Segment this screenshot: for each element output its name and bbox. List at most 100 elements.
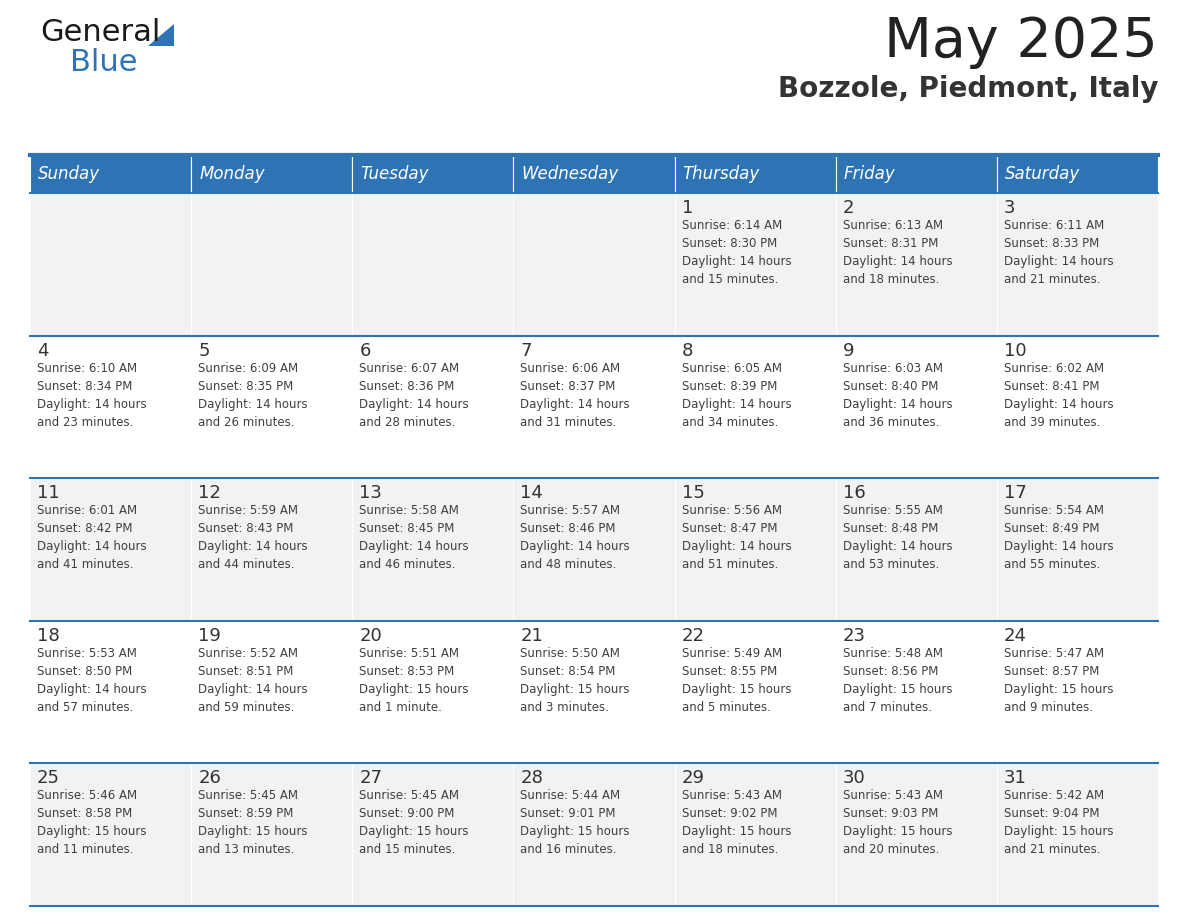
Text: Sunrise: 6:09 AM
Sunset: 8:35 PM
Daylight: 14 hours
and 26 minutes.: Sunrise: 6:09 AM Sunset: 8:35 PM Dayligh… bbox=[198, 362, 308, 429]
Bar bbox=[997, 193, 1158, 336]
Bar bbox=[835, 193, 997, 336]
Bar bbox=[30, 478, 191, 621]
Bar bbox=[675, 478, 835, 621]
Text: Sunrise: 5:57 AM
Sunset: 8:46 PM
Daylight: 14 hours
and 48 minutes.: Sunrise: 5:57 AM Sunset: 8:46 PM Dayligh… bbox=[520, 504, 630, 571]
Text: 4: 4 bbox=[37, 341, 49, 360]
Bar bbox=[191, 764, 353, 906]
Text: 18: 18 bbox=[37, 627, 59, 644]
Text: 28: 28 bbox=[520, 769, 543, 788]
Bar bbox=[30, 155, 191, 193]
Bar bbox=[835, 155, 997, 193]
Text: 26: 26 bbox=[198, 769, 221, 788]
Bar bbox=[353, 764, 513, 906]
Text: 29: 29 bbox=[682, 769, 704, 788]
Bar bbox=[675, 155, 835, 193]
Text: Sunrise: 6:10 AM
Sunset: 8:34 PM
Daylight: 14 hours
and 23 minutes.: Sunrise: 6:10 AM Sunset: 8:34 PM Dayligh… bbox=[37, 362, 146, 429]
Text: 5: 5 bbox=[198, 341, 209, 360]
Bar bbox=[30, 193, 191, 336]
Text: 22: 22 bbox=[682, 627, 704, 644]
Text: Sunrise: 5:58 AM
Sunset: 8:45 PM
Daylight: 14 hours
and 46 minutes.: Sunrise: 5:58 AM Sunset: 8:45 PM Dayligh… bbox=[359, 504, 469, 571]
Text: Sunrise: 5:59 AM
Sunset: 8:43 PM
Daylight: 14 hours
and 44 minutes.: Sunrise: 5:59 AM Sunset: 8:43 PM Dayligh… bbox=[198, 504, 308, 571]
Text: 1: 1 bbox=[682, 199, 693, 217]
Text: Sunrise: 5:45 AM
Sunset: 9:00 PM
Daylight: 15 hours
and 15 minutes.: Sunrise: 5:45 AM Sunset: 9:00 PM Dayligh… bbox=[359, 789, 469, 856]
Bar bbox=[835, 764, 997, 906]
Text: Sunrise: 5:45 AM
Sunset: 8:59 PM
Daylight: 15 hours
and 13 minutes.: Sunrise: 5:45 AM Sunset: 8:59 PM Dayligh… bbox=[198, 789, 308, 856]
Text: Sunrise: 5:55 AM
Sunset: 8:48 PM
Daylight: 14 hours
and 53 minutes.: Sunrise: 5:55 AM Sunset: 8:48 PM Dayligh… bbox=[842, 504, 953, 571]
Text: 20: 20 bbox=[359, 627, 383, 644]
Text: Saturday: Saturday bbox=[1005, 165, 1080, 183]
Bar bbox=[835, 478, 997, 621]
Text: Sunrise: 5:50 AM
Sunset: 8:54 PM
Daylight: 15 hours
and 3 minutes.: Sunrise: 5:50 AM Sunset: 8:54 PM Dayligh… bbox=[520, 647, 630, 714]
Text: Sunrise: 5:52 AM
Sunset: 8:51 PM
Daylight: 14 hours
and 59 minutes.: Sunrise: 5:52 AM Sunset: 8:51 PM Dayligh… bbox=[198, 647, 308, 714]
Text: 14: 14 bbox=[520, 484, 543, 502]
Text: Sunrise: 5:56 AM
Sunset: 8:47 PM
Daylight: 14 hours
and 51 minutes.: Sunrise: 5:56 AM Sunset: 8:47 PM Dayligh… bbox=[682, 504, 791, 571]
Bar bbox=[353, 478, 513, 621]
Bar bbox=[513, 336, 675, 478]
Text: Sunrise: 5:54 AM
Sunset: 8:49 PM
Daylight: 14 hours
and 55 minutes.: Sunrise: 5:54 AM Sunset: 8:49 PM Dayligh… bbox=[1004, 504, 1113, 571]
Text: 8: 8 bbox=[682, 341, 693, 360]
Text: Sunrise: 5:43 AM
Sunset: 9:03 PM
Daylight: 15 hours
and 20 minutes.: Sunrise: 5:43 AM Sunset: 9:03 PM Dayligh… bbox=[842, 789, 953, 856]
Bar bbox=[675, 193, 835, 336]
Text: 25: 25 bbox=[37, 769, 61, 788]
Text: 30: 30 bbox=[842, 769, 866, 788]
Bar bbox=[353, 621, 513, 764]
Text: Sunday: Sunday bbox=[38, 165, 100, 183]
Bar bbox=[353, 155, 513, 193]
Text: 10: 10 bbox=[1004, 341, 1026, 360]
Text: May 2025: May 2025 bbox=[884, 15, 1158, 69]
Bar bbox=[353, 336, 513, 478]
Text: 31: 31 bbox=[1004, 769, 1026, 788]
Text: Sunrise: 5:53 AM
Sunset: 8:50 PM
Daylight: 14 hours
and 57 minutes.: Sunrise: 5:53 AM Sunset: 8:50 PM Dayligh… bbox=[37, 647, 146, 714]
Text: Sunrise: 6:06 AM
Sunset: 8:37 PM
Daylight: 14 hours
and 31 minutes.: Sunrise: 6:06 AM Sunset: 8:37 PM Dayligh… bbox=[520, 362, 630, 429]
Text: 24: 24 bbox=[1004, 627, 1026, 644]
Bar bbox=[191, 193, 353, 336]
Bar bbox=[997, 764, 1158, 906]
Text: 27: 27 bbox=[359, 769, 383, 788]
Text: Sunrise: 6:05 AM
Sunset: 8:39 PM
Daylight: 14 hours
and 34 minutes.: Sunrise: 6:05 AM Sunset: 8:39 PM Dayligh… bbox=[682, 362, 791, 429]
Text: 6: 6 bbox=[359, 341, 371, 360]
Text: Sunrise: 5:47 AM
Sunset: 8:57 PM
Daylight: 15 hours
and 9 minutes.: Sunrise: 5:47 AM Sunset: 8:57 PM Dayligh… bbox=[1004, 647, 1113, 714]
Text: Sunrise: 6:02 AM
Sunset: 8:41 PM
Daylight: 14 hours
and 39 minutes.: Sunrise: 6:02 AM Sunset: 8:41 PM Dayligh… bbox=[1004, 362, 1113, 429]
Bar bbox=[513, 193, 675, 336]
Text: Sunrise: 6:07 AM
Sunset: 8:36 PM
Daylight: 14 hours
and 28 minutes.: Sunrise: 6:07 AM Sunset: 8:36 PM Dayligh… bbox=[359, 362, 469, 429]
Bar bbox=[30, 336, 191, 478]
Text: Monday: Monday bbox=[200, 165, 265, 183]
Text: Thursday: Thursday bbox=[683, 165, 760, 183]
Bar bbox=[191, 336, 353, 478]
Text: 23: 23 bbox=[842, 627, 866, 644]
Bar bbox=[513, 621, 675, 764]
Text: 17: 17 bbox=[1004, 484, 1026, 502]
Text: 19: 19 bbox=[198, 627, 221, 644]
Bar bbox=[675, 336, 835, 478]
Text: 16: 16 bbox=[842, 484, 866, 502]
Bar bbox=[30, 621, 191, 764]
Bar bbox=[835, 621, 997, 764]
Text: Wednesday: Wednesday bbox=[522, 165, 619, 183]
Bar bbox=[191, 155, 353, 193]
Text: Sunrise: 5:44 AM
Sunset: 9:01 PM
Daylight: 15 hours
and 16 minutes.: Sunrise: 5:44 AM Sunset: 9:01 PM Dayligh… bbox=[520, 789, 630, 856]
Text: 15: 15 bbox=[682, 484, 704, 502]
Text: Sunrise: 6:03 AM
Sunset: 8:40 PM
Daylight: 14 hours
and 36 minutes.: Sunrise: 6:03 AM Sunset: 8:40 PM Dayligh… bbox=[842, 362, 953, 429]
Bar bbox=[30, 764, 191, 906]
Text: 2: 2 bbox=[842, 199, 854, 217]
Bar bbox=[191, 478, 353, 621]
Text: Sunrise: 5:51 AM
Sunset: 8:53 PM
Daylight: 15 hours
and 1 minute.: Sunrise: 5:51 AM Sunset: 8:53 PM Dayligh… bbox=[359, 647, 469, 714]
Text: 7: 7 bbox=[520, 341, 532, 360]
Text: 21: 21 bbox=[520, 627, 543, 644]
Text: Tuesday: Tuesday bbox=[360, 165, 429, 183]
Polygon shape bbox=[148, 24, 173, 46]
Bar bbox=[997, 621, 1158, 764]
Text: Sunrise: 5:46 AM
Sunset: 8:58 PM
Daylight: 15 hours
and 11 minutes.: Sunrise: 5:46 AM Sunset: 8:58 PM Dayligh… bbox=[37, 789, 146, 856]
Bar bbox=[353, 193, 513, 336]
Bar bbox=[513, 478, 675, 621]
Text: 11: 11 bbox=[37, 484, 59, 502]
Text: 3: 3 bbox=[1004, 199, 1016, 217]
Text: Sunrise: 6:11 AM
Sunset: 8:33 PM
Daylight: 14 hours
and 21 minutes.: Sunrise: 6:11 AM Sunset: 8:33 PM Dayligh… bbox=[1004, 219, 1113, 286]
Text: Blue: Blue bbox=[70, 48, 138, 77]
Bar bbox=[997, 478, 1158, 621]
Text: Sunrise: 6:13 AM
Sunset: 8:31 PM
Daylight: 14 hours
and 18 minutes.: Sunrise: 6:13 AM Sunset: 8:31 PM Dayligh… bbox=[842, 219, 953, 286]
Bar bbox=[191, 621, 353, 764]
Text: Sunrise: 5:49 AM
Sunset: 8:55 PM
Daylight: 15 hours
and 5 minutes.: Sunrise: 5:49 AM Sunset: 8:55 PM Dayligh… bbox=[682, 647, 791, 714]
Text: 13: 13 bbox=[359, 484, 383, 502]
Text: Friday: Friday bbox=[843, 165, 896, 183]
